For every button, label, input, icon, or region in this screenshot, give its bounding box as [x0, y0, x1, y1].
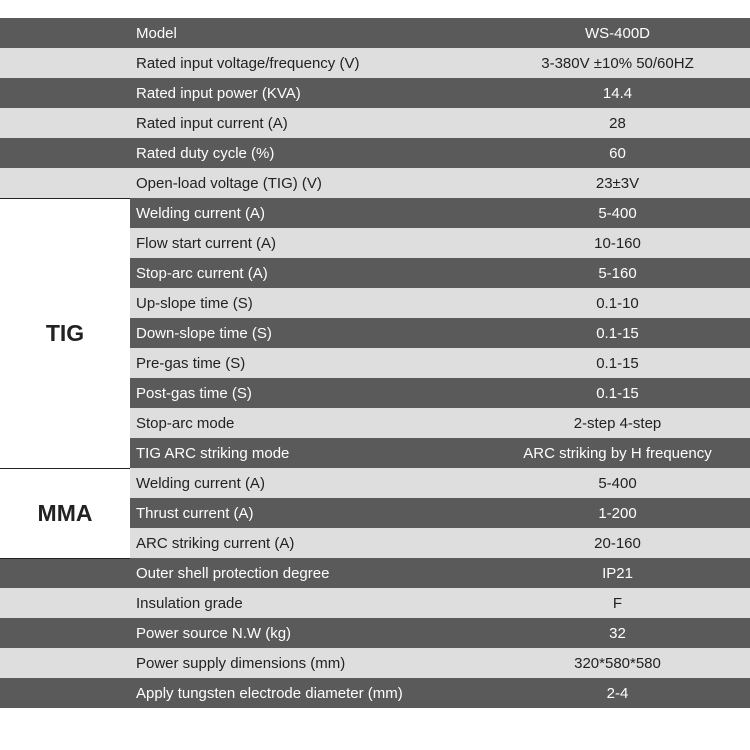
spec-value: 0.1-15 [485, 318, 750, 348]
spec-value: 5-400 [485, 468, 750, 498]
spec-label: ARC striking current (A) [130, 528, 485, 558]
spec-value: 0.1-10 [485, 288, 750, 318]
spec-value: 2-4 [485, 678, 750, 708]
spec-value: 2-step 4-step [485, 408, 750, 438]
spec-label: Rated duty cycle (%) [130, 138, 485, 168]
spec-table: Model WS-400D Rated input voltage/freque… [0, 18, 750, 708]
spec-value: 3-380V ±10% 50/60HZ [485, 48, 750, 78]
spec-value: 0.1-15 [485, 348, 750, 378]
spec-label: Welding current (A) [130, 198, 485, 228]
spec-value: F [485, 588, 750, 618]
spec-label: Stop-arc mode [130, 408, 485, 438]
spec-label: Flow start current (A) [130, 228, 485, 258]
spec-value: 14.4 [485, 78, 750, 108]
spec-label: Welding current (A) [130, 468, 485, 498]
spec-value: 23±3V [485, 168, 750, 198]
spec-value: 5-160 [485, 258, 750, 288]
spec-label: Apply tungsten electrode diameter (mm) [130, 678, 485, 708]
group-title-mma: MMA [0, 468, 130, 558]
spec-label: TIG ARC striking mode [130, 438, 485, 468]
spec-value: 10-160 [485, 228, 750, 258]
spec-label: Outer shell protection degree [130, 558, 485, 588]
spec-value: IP21 [485, 558, 750, 588]
spec-label: Thrust current (A) [130, 498, 485, 528]
spec-value: 28 [485, 108, 750, 138]
spec-value: 320*580*580 [485, 648, 750, 678]
spec-label: Pre-gas time (S) [130, 348, 485, 378]
spec-value: 32 [485, 618, 750, 648]
spec-value: 0.1-15 [485, 378, 750, 408]
spec-label: Rated input current (A) [130, 108, 485, 138]
spec-label: Post-gas time (S) [130, 378, 485, 408]
spec-label: Insulation grade [130, 588, 485, 618]
spec-value: 1-200 [485, 498, 750, 528]
spec-label: Power supply dimensions (mm) [130, 648, 485, 678]
spec-label: Up-slope time (S) [130, 288, 485, 318]
group-title-tig: TIG [0, 198, 130, 468]
spec-label: Model [130, 18, 485, 48]
spec-label: Power source N.W (kg) [130, 618, 485, 648]
spec-value: ARC striking by H frequency [485, 438, 750, 468]
spec-label: Stop-arc current (A) [130, 258, 485, 288]
spec-label: Rated input voltage/frequency (V) [130, 48, 485, 78]
spec-value: 60 [485, 138, 750, 168]
spec-value: 5-400 [485, 198, 750, 228]
spec-value: WS-400D [485, 18, 750, 48]
spec-label: Open-load voltage (TIG) (V) [130, 168, 485, 198]
spec-value: 20-160 [485, 528, 750, 558]
spec-label: Down-slope time (S) [130, 318, 485, 348]
spec-label: Rated input power (KVA) [130, 78, 485, 108]
